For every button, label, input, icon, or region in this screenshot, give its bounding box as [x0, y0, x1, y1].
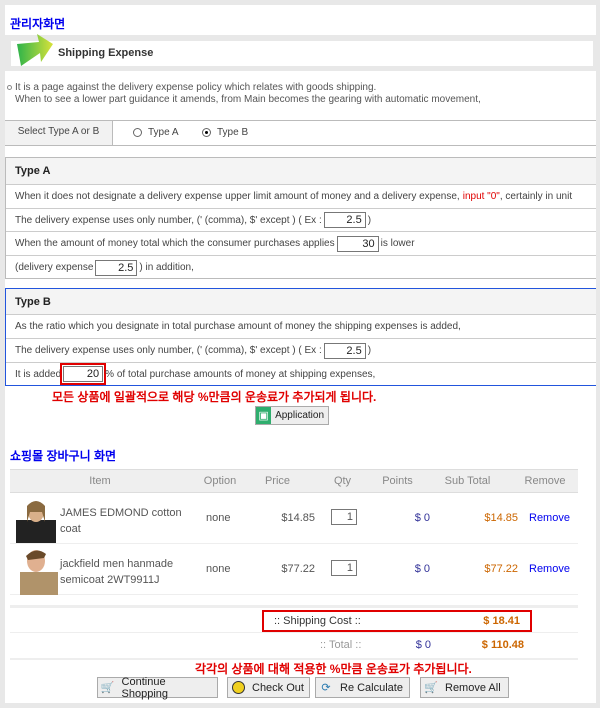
bullet-icon: [7, 85, 12, 90]
qty-input[interactable]: 1: [331, 560, 357, 576]
note-1: It is a page against the delivery expens…: [7, 82, 376, 93]
admin-title: 관리자화면: [10, 17, 66, 31]
text: , certainly in unit: [499, 191, 573, 202]
threshold-input[interactable]: 30: [336, 235, 379, 252]
annotation-1: 모든 상품에 일괄적으로 해당 %만큼의 운송료가 추가되게 됩니다.: [52, 390, 377, 404]
divider: [10, 632, 578, 633]
remove-all-button[interactable]: 🛒 Remove All: [420, 677, 509, 698]
note-text: It is a page against the delivery expens…: [15, 82, 377, 93]
text: % of total purchase amounts of money at …: [105, 368, 376, 380]
item-name[interactable]: JAMES EDMOND cotton coat: [60, 507, 182, 535]
text: ): [367, 345, 372, 356]
radio-type-b[interactable]: Type B: [202, 127, 248, 138]
col-qty: Qty: [333, 475, 352, 487]
annotation-2: 각각의 상품에 대해 적용한 %만큼 운송료가 추가됩니다.: [195, 662, 472, 676]
remove-link[interactable]: Remove: [529, 512, 570, 524]
cart-title: 쇼핑몰 장바구니 화면: [10, 449, 117, 463]
text: ): [367, 214, 372, 226]
button-label: Remove All: [445, 681, 501, 694]
highlight-box: 20: [60, 363, 107, 385]
section-header: Shipping Expense: [5, 34, 596, 71]
cart-header: Item Option Price Qty Points Sub Total R…: [10, 469, 578, 493]
radio-label: Type A: [148, 127, 179, 138]
product-image: [16, 501, 56, 543]
item-subtotal: $14.85: [484, 512, 518, 524]
red-text: input "0": [462, 191, 500, 202]
text: (delivery expense: [15, 262, 94, 273]
refresh-icon: ⟳: [321, 682, 331, 694]
col-option: Option: [203, 475, 237, 487]
col-points: Points: [382, 475, 413, 487]
text: The delivery expense uses only number, (…: [15, 214, 322, 226]
button-label: Re Calculate: [340, 681, 403, 694]
item-points: $ 0: [414, 512, 430, 524]
type-b-title: Type B: [6, 289, 596, 314]
type-a-line-3: When the amount of money total which the…: [6, 231, 596, 255]
item-points: $ 0: [414, 563, 430, 575]
button-label: Continue Shopping: [121, 675, 169, 700]
radio-label: Type B: [217, 127, 249, 138]
cart-row: JAMES EDMOND cotton coat none $14.85 1 $…: [10, 493, 578, 544]
item-option: none: [206, 512, 231, 524]
type-b-section: Type B As the ratio which you designate …: [5, 288, 596, 386]
check-out-button[interactable]: Check Out: [227, 677, 310, 698]
text: The delivery expense uses only number, (…: [15, 345, 322, 356]
shipping-cost-row: :: Shipping Cost :: $ 18.41: [262, 610, 532, 632]
type-b-line-2: The delivery expense uses only number, (…: [6, 338, 596, 362]
total-value: $ 110.48: [481, 639, 524, 651]
shipping-label: :: Shipping Cost ::: [274, 615, 361, 627]
radio-type-a[interactable]: Type A: [133, 127, 179, 138]
total-points: $ 0: [415, 639, 431, 651]
delivery-fee-input[interactable]: 2.5: [95, 259, 138, 276]
item-subtotal: $77.22: [484, 563, 518, 575]
shipping-value: $ 18.41: [483, 615, 520, 627]
arrow-icon: [17, 34, 53, 66]
type-a-title: Type A: [6, 158, 596, 184]
application-button[interactable]: ▣ Application: [255, 406, 329, 425]
text: When the amount of money total which the…: [15, 238, 335, 249]
type-b-line-3: It is added 20% of total purchase amounts…: [6, 362, 596, 385]
type-a-line-1: When it does not designate a delivery ex…: [6, 184, 596, 208]
qty-input[interactable]: 1: [331, 509, 357, 525]
product-image: [20, 550, 58, 595]
text: is lower: [380, 238, 415, 249]
col-subtotal: Sub Total: [444, 475, 491, 487]
type-a-line-4: (delivery expense 2.5) in addition,: [6, 255, 596, 279]
note-2: When to see a lower part guidance it ame…: [15, 94, 481, 105]
save-icon: ▣: [256, 407, 272, 424]
col-price: Price: [264, 475, 291, 487]
text: ) in addition,: [139, 262, 194, 273]
type-select-row: Select Type A or B Type A Type B: [5, 120, 596, 146]
recalculate-button[interactable]: ⟳ Re Calculate: [315, 677, 410, 698]
button-label: Check Out: [252, 681, 304, 694]
item-price: $14.85: [281, 512, 315, 524]
cart-remove-icon: 🛒: [424, 682, 438, 694]
cart-row: jackfield men hanmade semicoat 2WT9911J …: [10, 544, 578, 595]
divider: [10, 658, 578, 660]
item-option: none: [206, 563, 231, 575]
type-select-label: Select Type A or B: [5, 121, 113, 145]
type-a-section: Type A When it does not designate a deli…: [5, 157, 596, 279]
cart-icon: 🛒: [100, 682, 115, 694]
example-fee-input[interactable]: 2.5: [323, 342, 366, 359]
text: It is added: [15, 368, 62, 380]
percent-input[interactable]: 20: [63, 366, 104, 382]
example-fee-input[interactable]: 2.5: [323, 212, 366, 228]
item-name[interactable]: jackfield men hanmade semicoat 2WT9911J: [60, 558, 174, 586]
col-remove: Remove: [524, 475, 566, 487]
checkout-icon: [228, 678, 248, 697]
type-b-line-1: As the ratio which you designate in tota…: [6, 314, 596, 338]
section-title: Shipping Expense: [58, 47, 154, 59]
text: When it does not designate a delivery ex…: [15, 191, 460, 202]
continue-shopping-button[interactable]: 🛒 Continue Shopping: [97, 675, 218, 700]
total-label: :: Total ::: [320, 639, 362, 651]
item-price: $77.22: [281, 563, 315, 575]
col-item: Item: [89, 475, 111, 487]
remove-link[interactable]: Remove: [529, 563, 570, 575]
button-label: Application: [275, 410, 324, 421]
type-a-line-2: The delivery expense uses only number, (…: [6, 208, 596, 231]
divider: [10, 605, 578, 608]
